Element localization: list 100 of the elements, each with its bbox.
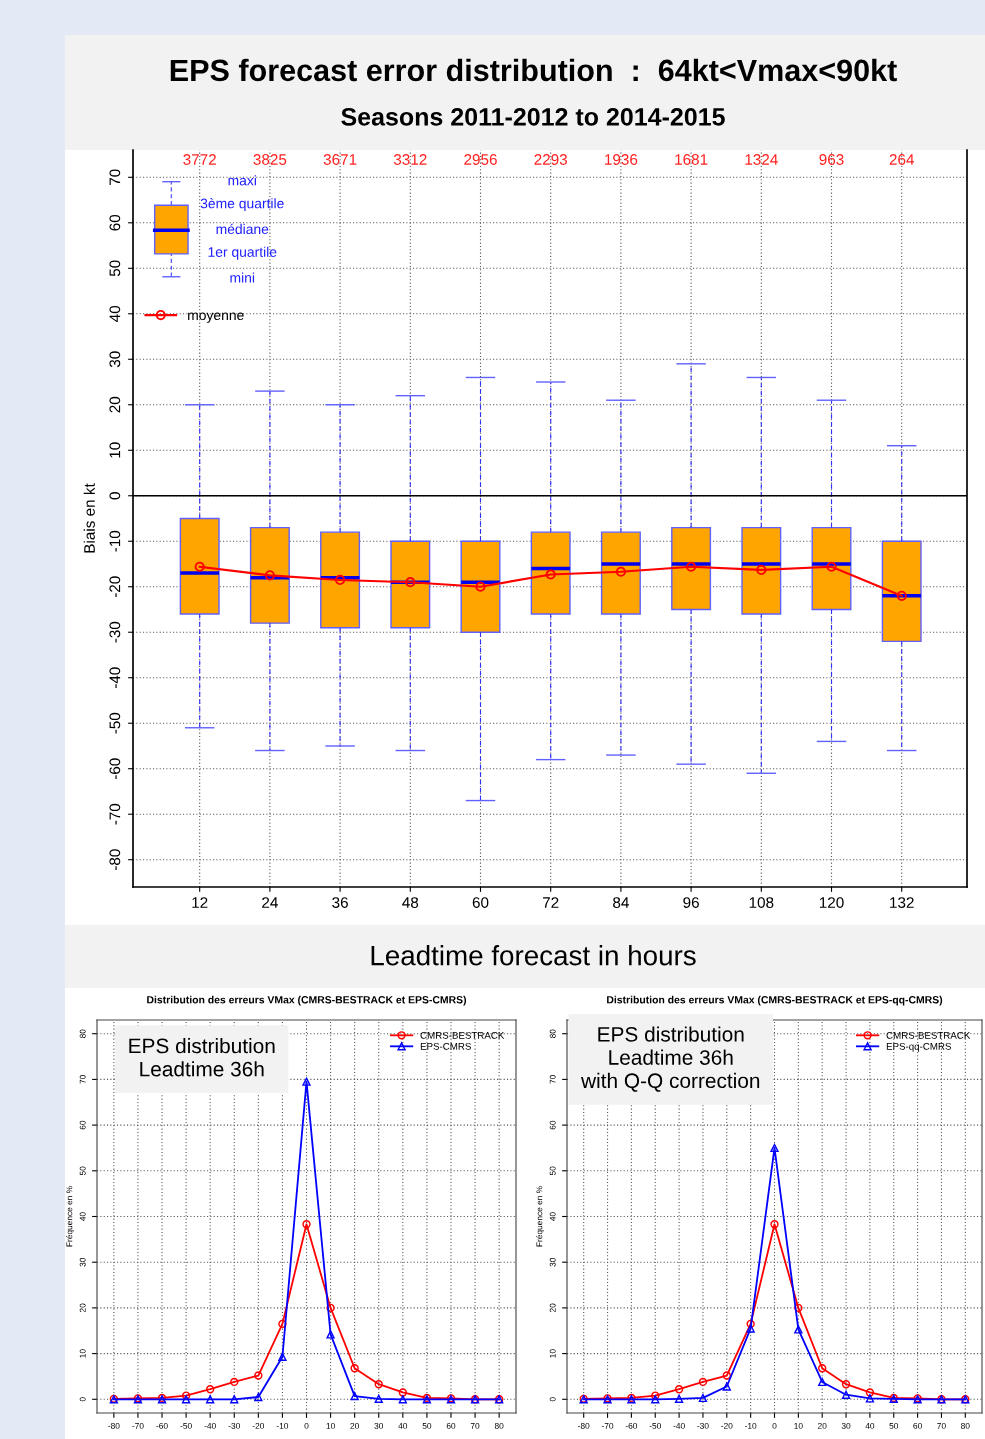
y-tick-label: 70 bbox=[549, 1075, 556, 1084]
point bbox=[181, 1395, 191, 1404]
x-tick-label: 50 bbox=[889, 1422, 899, 1429]
annotation: 1er quartile bbox=[208, 246, 277, 260]
y-tick-label: 30 bbox=[79, 1257, 86, 1267]
point bbox=[545, 569, 556, 580]
y-axis-title: Fréquence en % bbox=[66, 1186, 74, 1247]
annotation: 1936 bbox=[605, 154, 638, 165]
x-tick-label: -70 bbox=[132, 1422, 144, 1429]
point bbox=[254, 1371, 263, 1380]
x-tick-label: -20 bbox=[252, 1422, 265, 1429]
x-tick-label: -70 bbox=[601, 1422, 614, 1429]
annotation: 963 bbox=[819, 154, 844, 165]
x-tick-label: 12 bbox=[192, 897, 208, 908]
point bbox=[746, 1324, 755, 1333]
annotation: 1324 bbox=[745, 154, 778, 165]
x-tick-label: -50 bbox=[649, 1422, 661, 1429]
y-tick-label: 70 bbox=[79, 1075, 86, 1084]
point bbox=[302, 1077, 311, 1086]
y-tick-label: 20 bbox=[549, 1303, 556, 1313]
annotation: 1681 bbox=[675, 154, 708, 165]
point bbox=[206, 1385, 215, 1394]
x-tick-label: 60 bbox=[913, 1422, 922, 1429]
point bbox=[865, 1388, 875, 1397]
y-tick-label: 0 bbox=[109, 492, 121, 500]
y-tick-label: -50 bbox=[109, 712, 121, 734]
point bbox=[326, 1303, 335, 1313]
point bbox=[651, 1395, 660, 1404]
x-tick-label: -40 bbox=[204, 1422, 216, 1429]
x-tick-label: 40 bbox=[865, 1422, 875, 1429]
point bbox=[770, 1143, 779, 1153]
point bbox=[350, 1364, 359, 1373]
y-tick-label: -30 bbox=[109, 621, 121, 643]
x-tick-label: -40 bbox=[673, 1422, 685, 1429]
point bbox=[722, 1371, 731, 1380]
x-tick-label: 70 bbox=[937, 1422, 946, 1429]
x-tick-label: 20 bbox=[350, 1422, 359, 1429]
x-tick-label: 108 bbox=[749, 897, 774, 908]
x-tick-label: -10 bbox=[276, 1422, 289, 1429]
chart-title: EPS forecast error distribution : 64kt<Vmax<90kt bbox=[170, 58, 897, 82]
annotation: EPS distribution Leadtime 36h with Q-Q correction bbox=[581, 1026, 760, 1092]
legend-label: CMRS-BESTRACK bbox=[886, 1031, 971, 1039]
point bbox=[651, 1391, 660, 1400]
y-tick-label: 50 bbox=[79, 1166, 86, 1176]
point bbox=[865, 1394, 875, 1403]
point bbox=[398, 1388, 407, 1397]
x-tick-label: -20 bbox=[721, 1422, 733, 1429]
y-tick-label: 70 bbox=[109, 169, 121, 186]
x-axis-title: Leadtime forecast in hours bbox=[371, 945, 696, 966]
y-axis-title: Biais en kt bbox=[83, 483, 95, 553]
y-tick-label: -60 bbox=[109, 758, 121, 780]
y-tick-label: 10 bbox=[549, 1349, 556, 1358]
x-tick-label: 96 bbox=[683, 897, 699, 908]
y-tick-label: -70 bbox=[109, 803, 121, 825]
point bbox=[230, 1377, 239, 1387]
x-tick-label: 40 bbox=[398, 1422, 408, 1429]
y-tick-label: 60 bbox=[79, 1120, 86, 1130]
x-tick-label: 10 bbox=[326, 1422, 335, 1429]
x-tick-label: 72 bbox=[542, 897, 559, 908]
annotation: 3772 bbox=[183, 154, 216, 165]
y-axis-title: Fréquence en % bbox=[536, 1186, 544, 1247]
annotation: 3825 bbox=[253, 154, 287, 165]
y-tick-label: 80 bbox=[79, 1029, 86, 1038]
point bbox=[841, 1380, 851, 1389]
point bbox=[698, 1377, 708, 1387]
y-tick-label: -80 bbox=[109, 849, 121, 871]
point bbox=[615, 566, 626, 577]
point bbox=[896, 590, 907, 601]
point bbox=[302, 1220, 311, 1229]
point bbox=[686, 561, 697, 572]
x-tick-label: 70 bbox=[470, 1422, 480, 1429]
annotation: 3671 bbox=[323, 154, 357, 165]
x-tick-label: 60 bbox=[472, 897, 489, 908]
annotation: mini bbox=[230, 272, 255, 283]
x-tick-label: 0 bbox=[772, 1422, 777, 1429]
y-tick-label: 60 bbox=[549, 1120, 556, 1130]
point bbox=[794, 1325, 803, 1334]
y-tick-label: 60 bbox=[109, 214, 121, 231]
y-tick-label: 50 bbox=[109, 260, 121, 277]
legend-label: CMRS-BESTRACK bbox=[420, 1031, 505, 1039]
point bbox=[181, 1391, 191, 1400]
point bbox=[264, 570, 275, 581]
point bbox=[674, 1394, 684, 1404]
legend-label: EPS-CMRS bbox=[420, 1042, 471, 1050]
x-tick-label: 24 bbox=[262, 897, 278, 908]
point bbox=[350, 1391, 359, 1401]
annotation: 3312 bbox=[393, 154, 427, 165]
y-tick-label: 80 bbox=[549, 1029, 556, 1038]
point bbox=[398, 1395, 407, 1404]
chart-subtitle: Seasons 2011-2012 to 2014-2015 bbox=[341, 108, 725, 126]
x-tick-label: 48 bbox=[402, 897, 419, 908]
point bbox=[206, 1395, 215, 1404]
point bbox=[374, 1394, 383, 1404]
point bbox=[405, 577, 416, 588]
x-tick-label: 10 bbox=[794, 1422, 803, 1429]
x-tick-label: 50 bbox=[422, 1422, 432, 1429]
x-tick-label: 80 bbox=[961, 1422, 970, 1429]
point bbox=[335, 574, 346, 585]
x-tick-label: -30 bbox=[697, 1422, 709, 1429]
x-tick-label: 132 bbox=[890, 897, 914, 908]
